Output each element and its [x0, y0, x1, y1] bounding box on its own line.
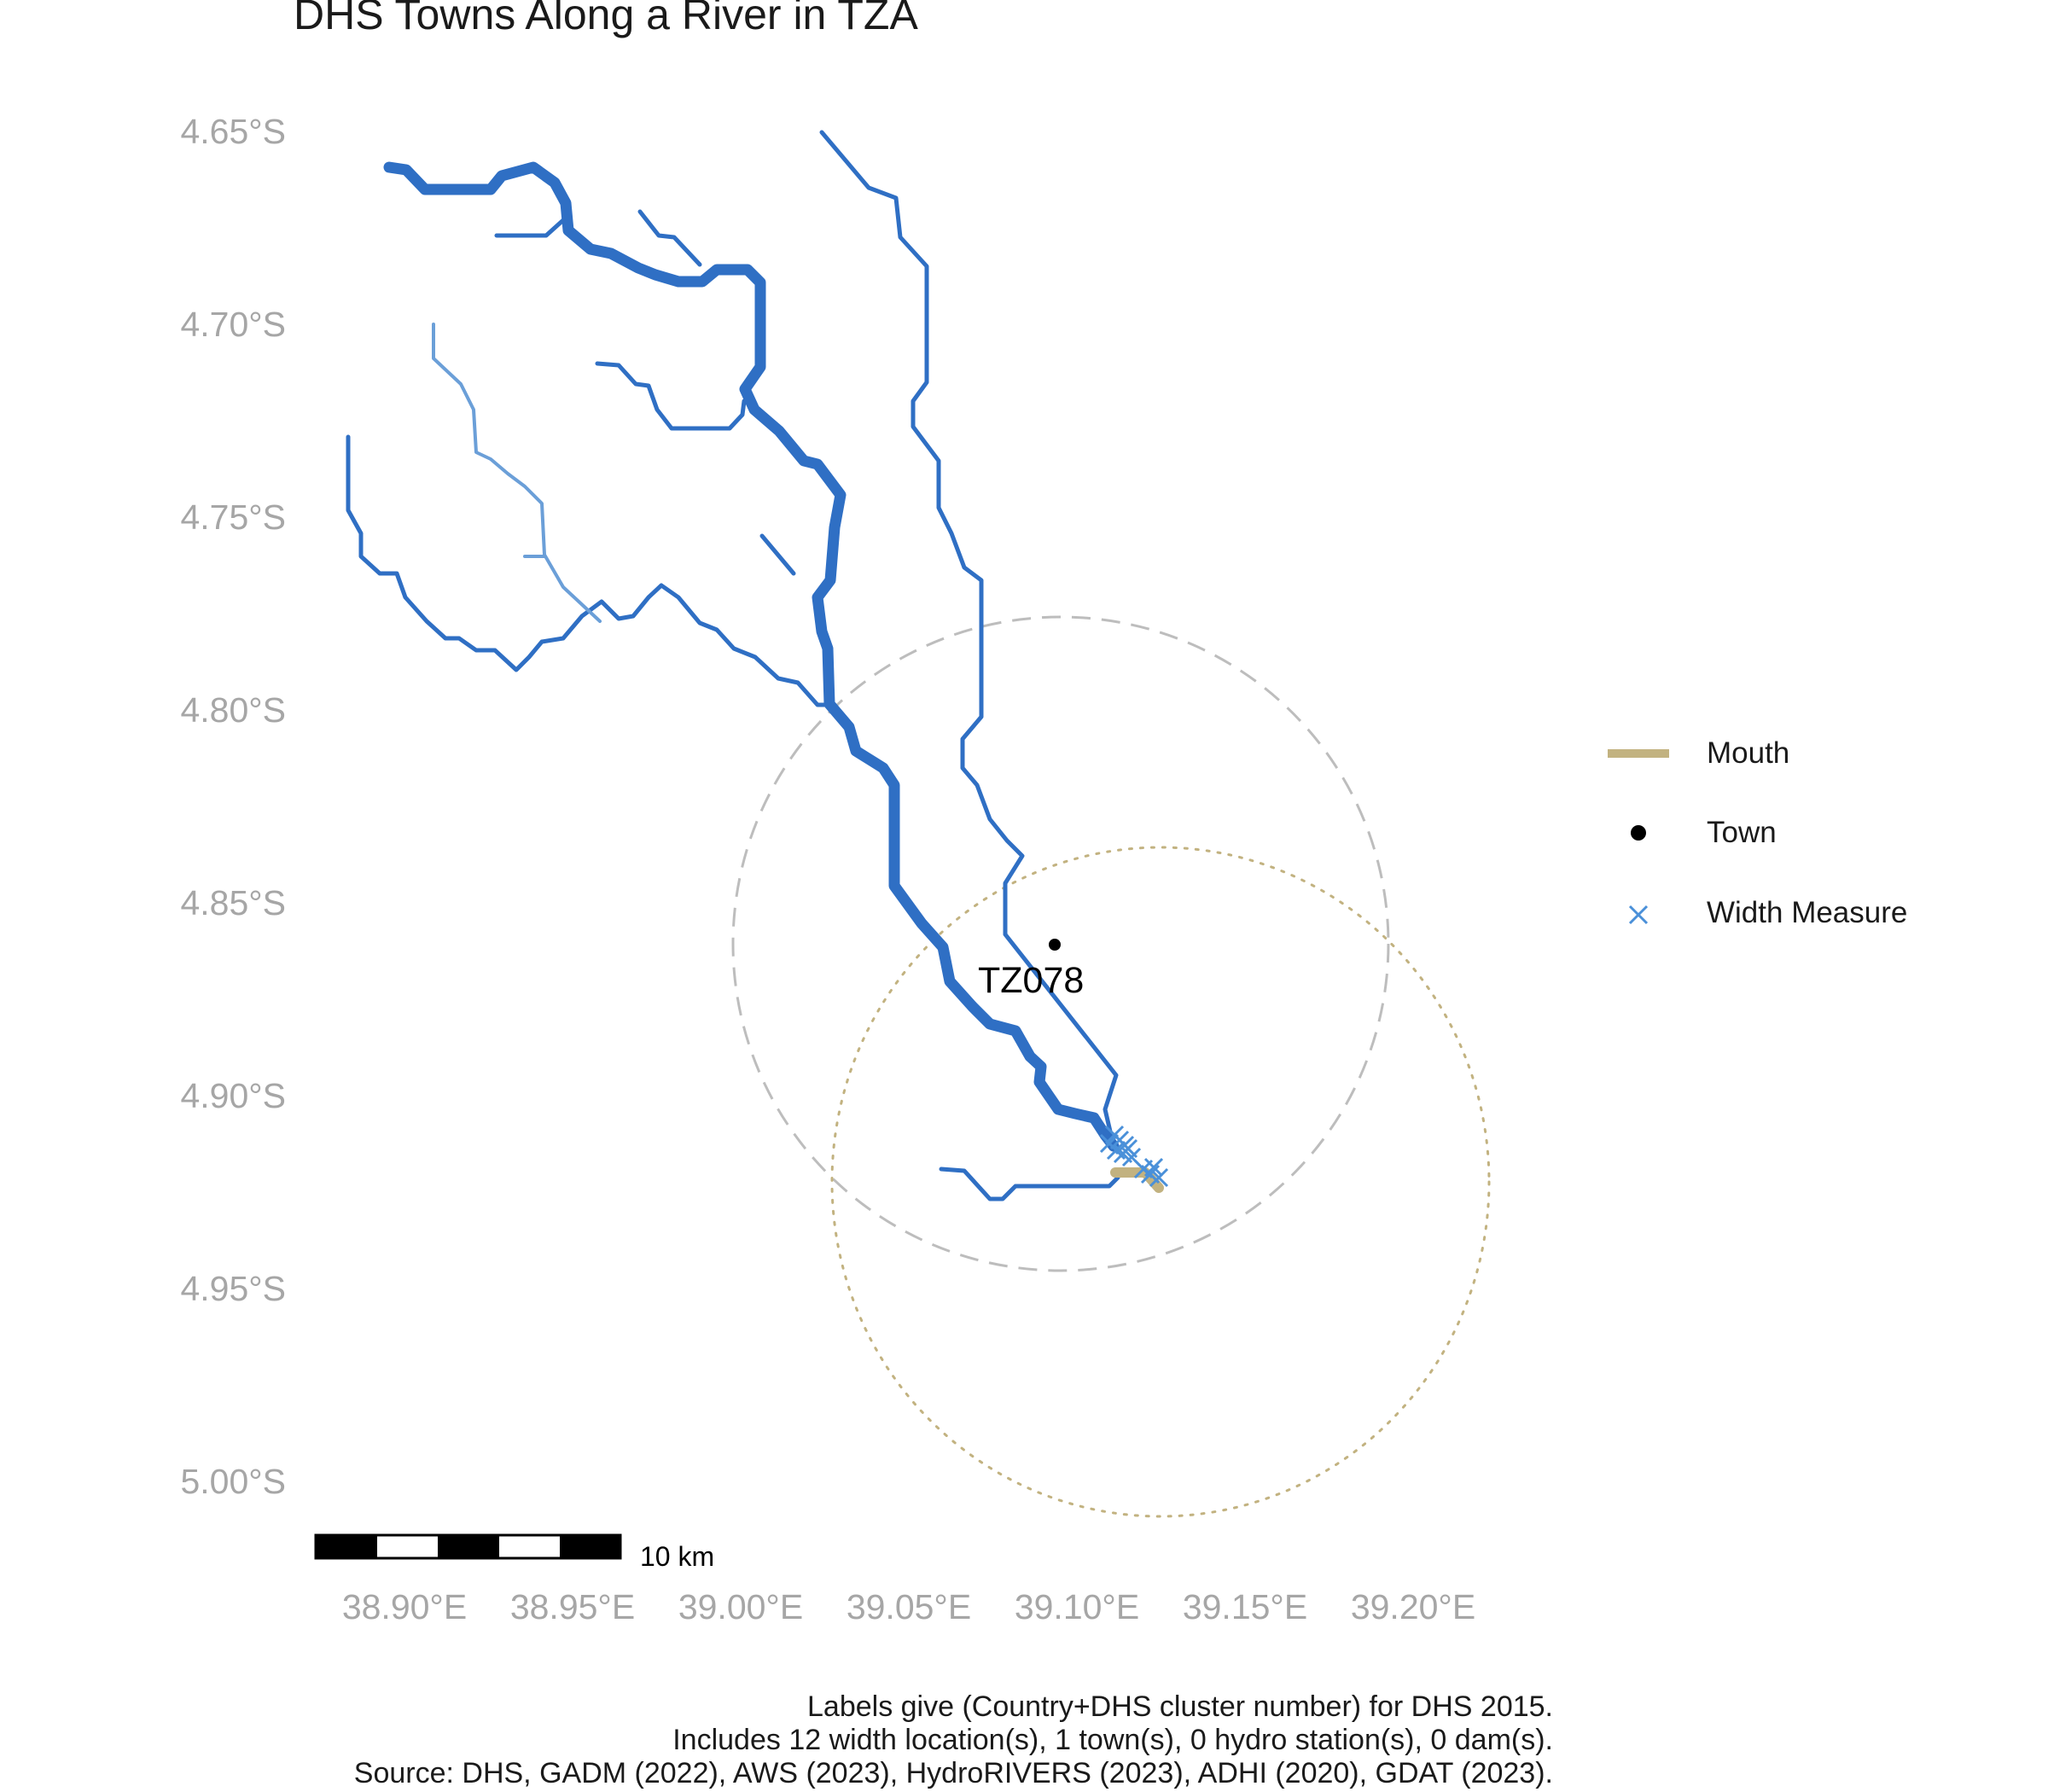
- y-tick-label: 4.95°S: [180, 1269, 286, 1308]
- map-title: DHS Towns Along a River in TZA: [294, 0, 918, 38]
- river-main-stem: [383, 161, 1120, 1152]
- river-tributary: [819, 130, 1119, 1149]
- y-tick-label: 4.90°S: [180, 1076, 286, 1115]
- scale-bar: [314, 1533, 622, 1560]
- river-tributary: [346, 434, 837, 712]
- y-tick-label: 4.80°S: [180, 690, 286, 730]
- x-tick-label: 39.20°E: [1350, 1587, 1476, 1626]
- y-tick-label: 4.75°S: [180, 497, 286, 537]
- river-network: [346, 130, 1120, 1201]
- x-tick-label: 39.00°E: [678, 1587, 804, 1626]
- x-tick-label: 39.10°E: [1014, 1587, 1140, 1626]
- river-tributary-minor: [432, 323, 602, 623]
- legend-label: Town: [1707, 816, 1777, 849]
- scale-bar-label: 10 km: [640, 1541, 715, 1572]
- river-tributary: [759, 533, 796, 576]
- legend-item-town: Town: [1618, 807, 2028, 858]
- y-tick-label: 4.65°S: [180, 112, 286, 151]
- caption-line: Includes 12 width location(s), 1 town(s)…: [672, 1724, 1553, 1756]
- x-tick-label: 38.90°E: [341, 1587, 468, 1626]
- legend-key-width: [1628, 905, 1649, 925]
- river-tributary: [595, 361, 747, 431]
- legend-key-town: [1631, 825, 1646, 841]
- x-tick-label: 39.05°E: [846, 1587, 972, 1626]
- legend-item-mouth: Mouth: [1618, 728, 2028, 779]
- mouth-buffer-circle: [830, 846, 1491, 1518]
- x-tick-label: 39.15°E: [1182, 1587, 1308, 1626]
- town-point: [1049, 939, 1061, 951]
- legend-keys: [1608, 749, 1669, 925]
- river-tributary: [939, 1167, 1120, 1201]
- town-label: TZ078: [978, 960, 1085, 1001]
- y-tick-label: 4.70°S: [180, 305, 286, 344]
- legend-label: Width Measure: [1707, 896, 1908, 929]
- legend-item-width: Width Measure: [1618, 887, 2028, 939]
- river-tributary: [637, 209, 702, 267]
- width-measure-marker: [1149, 1167, 1169, 1188]
- town-buffer-circle: [731, 615, 1390, 1272]
- width-measure-markers: [1099, 1125, 1169, 1188]
- river-tributary: [494, 218, 566, 238]
- legend-label: Mouth: [1707, 736, 1790, 770]
- caption-line: Source: DHS, GADM (2022), AWS (2023), Hy…: [353, 1757, 1553, 1789]
- y-tick-label: 5.00°S: [180, 1462, 286, 1501]
- width-measure-marker: [1143, 1157, 1164, 1178]
- caption-line: Labels give (Country+DHS cluster number)…: [807, 1690, 1553, 1723]
- x-tick-label: 38.95°E: [509, 1587, 636, 1626]
- y-tick-label: 4.85°S: [180, 883, 286, 922]
